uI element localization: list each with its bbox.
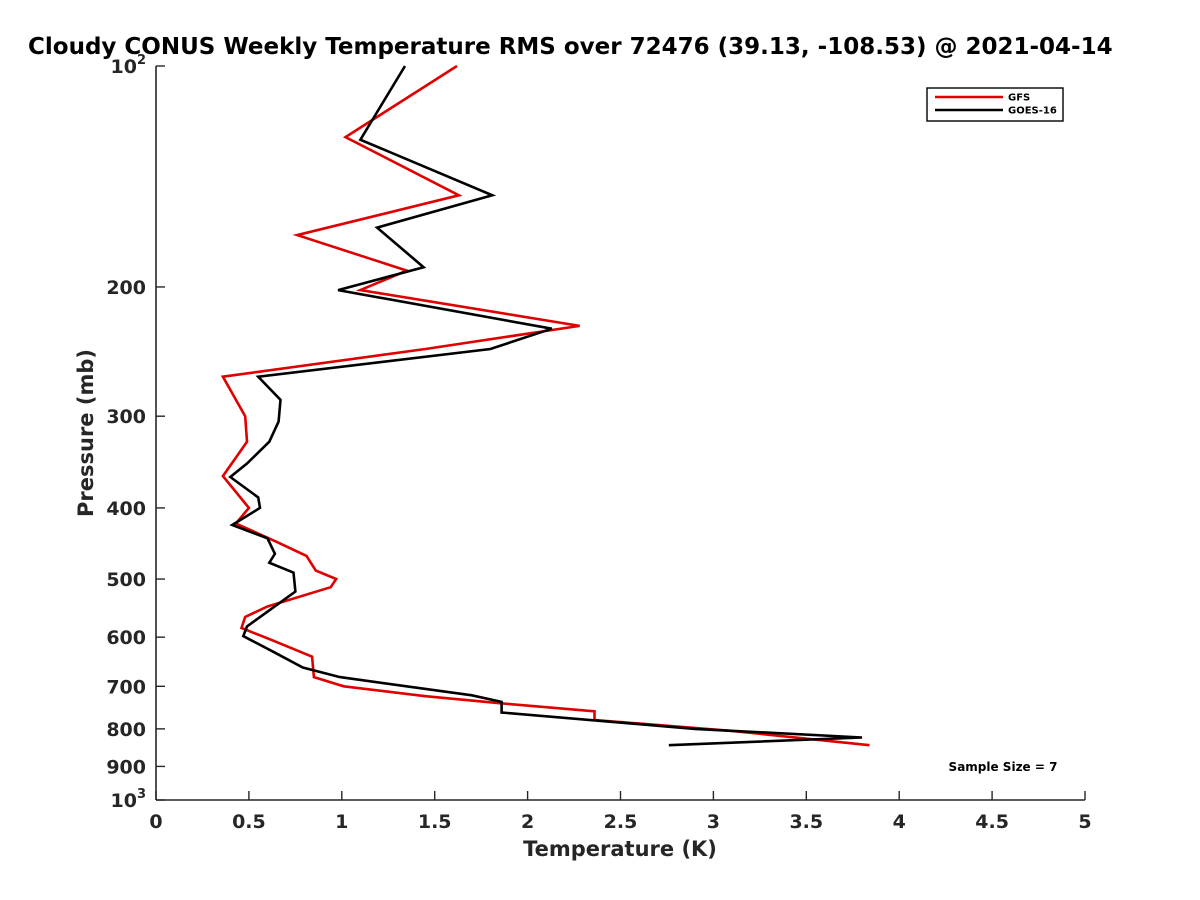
x-tick-label: 4 [893,811,906,833]
y-tick-label: 800 [106,719,146,741]
y-tick-label: 900 [106,756,146,778]
y-tick-label: 400 [106,498,146,520]
y-tick-label: 200 [106,277,146,299]
legend: GFS GOES-16 [926,87,1064,122]
legend-entry: GOES-16 [1008,106,1057,117]
x-tick-label: 1.5 [418,811,452,833]
y-tick-label: 700 [106,676,146,698]
x-tick-label: 2.5 [604,811,638,833]
x-tick-label: 3.5 [789,811,823,833]
legend-box [926,87,1064,122]
plot-area [220,64,870,747]
x-tick-label: 3 [707,811,720,833]
x-tick-label: 1 [335,811,348,833]
x-tick-label: 0.5 [232,811,266,833]
chart-title: Cloudy CONUS Weekly Temperature RMS over… [28,34,1113,60]
legend-entry: GFS [1008,93,1030,104]
y-tick-label: 500 [106,569,146,591]
x-tick-label: 0 [149,811,162,833]
y-tick-label: 600 [106,627,146,649]
x-tick-label: 4.5 [975,811,1009,833]
series-line-goes-16 [228,65,863,747]
series-line-gfs [220,64,870,747]
y-tick-label: 102 [111,53,147,78]
axes: 0 0.5 1 1.5 2 2.5 3 3.5 4 4.5 5 102 200 300 400 500 600 7… [106,53,1091,833]
x-tick-label: 5 [1078,811,1091,833]
y-tick-label: 300 [106,406,146,428]
x-axis-label: Temperature (K) [523,837,717,861]
x-tick-label: 2 [521,811,534,833]
y-axis-label: Pressure (mb) [74,349,98,517]
sample-size-annotation: Sample Size = 7 [949,760,1058,774]
y-tick-label: 103 [111,787,147,812]
